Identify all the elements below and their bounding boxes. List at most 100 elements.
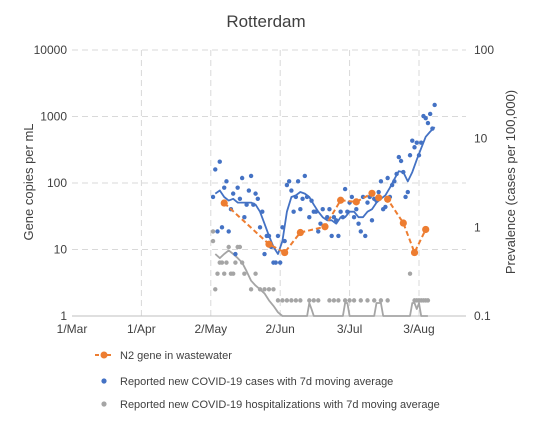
data-point [425,298,431,303]
y2-tick-labels: 0.1 1 10 100 [474,43,494,323]
n2-point [410,248,419,257]
data-point [392,179,397,184]
y-tick-labels: 1 10 100 1000 10000 [34,43,68,323]
data-point [271,287,276,292]
data-point [423,116,428,121]
data-point [239,175,245,181]
data-point [217,159,222,164]
data-point [311,298,316,303]
gridlines [72,49,466,316]
n2-point [375,194,383,202]
data-point [224,179,229,184]
data-point [378,179,384,184]
data-point [351,298,357,303]
data-point [342,298,348,303]
data-point [416,153,422,158]
data-point [327,207,332,212]
data-point [237,196,243,201]
data-point [412,145,417,150]
data-point [230,191,236,196]
n2-point [352,198,360,206]
legend-n2-marker [100,351,108,359]
data-point [401,169,406,175]
data-point [233,260,238,265]
data-point [327,298,332,303]
y2-axis-label: Prevalence (cases per 100,000) [503,90,518,274]
data-point [253,191,258,196]
data-point [331,298,337,303]
data-point [215,271,220,276]
series-4 [214,249,428,317]
y-tick-label: 1000 [40,110,67,124]
data-point [396,154,402,160]
data-point [358,229,363,234]
data-point [325,215,330,220]
data-point [407,271,413,276]
data-point [358,298,363,303]
n2-point [368,189,376,197]
data-point [320,207,325,212]
chart-title: Rotterdam [226,12,305,31]
data-point [407,153,413,158]
data-point [280,298,285,303]
data-point [293,298,299,303]
data-point [219,225,225,230]
y2-tick-label: 100 [474,43,494,57]
data-point [405,189,410,195]
series-line [223,192,427,254]
data-point [286,179,292,184]
data-point [219,260,225,265]
data-point [302,173,308,179]
data-point [329,233,334,239]
data-point [298,207,303,212]
data-point [266,233,272,239]
legend-hosp-marker [101,401,107,407]
data-point [255,196,261,201]
data-point [273,260,278,265]
data-point [336,298,341,303]
x-tick-label: 1/Apr [127,322,156,336]
data-point [242,215,247,220]
data-point [298,298,303,303]
data-point [222,185,227,190]
data-point [349,194,355,200]
data-point [309,198,314,203]
data-point [351,215,357,220]
data-point [251,202,256,207]
x-tick-label: 3/Aug [403,322,434,336]
data-point [213,167,218,172]
data-point [342,186,348,192]
data-point [215,229,220,234]
data-point [280,225,285,230]
data-point [419,140,424,145]
data-point [244,202,249,207]
data-point [365,298,370,303]
n2-point [281,248,289,257]
data-point [213,287,218,292]
data-point [369,218,375,223]
data-point [242,271,247,276]
legend-cases-label: Reported new COVID-19 cases with 7d movi… [120,376,393,388]
data-point [277,260,283,265]
n2-point [296,228,304,237]
data-point [226,244,231,250]
data-point [363,233,368,239]
n2-point [321,223,329,231]
data-point [425,120,431,126]
data-point [338,209,343,214]
y-tick-label: 1 [60,309,67,323]
legend-item-n2: N2 gene in wastewater [95,350,232,362]
n2-point [265,240,273,248]
legend-cases-marker [101,378,107,384]
y-axis-label: Gene copies per mL [21,123,36,240]
data-point [385,175,390,181]
legend: N2 gene in wastewater Reported new COVID… [95,350,440,411]
data-point [427,111,433,117]
series-line [214,249,428,317]
data-point [260,209,265,214]
data-point [430,126,435,131]
data-point [230,271,236,276]
data-point [257,225,263,230]
x-tick-label: 3/Jul [337,322,362,336]
data-point [235,185,240,190]
